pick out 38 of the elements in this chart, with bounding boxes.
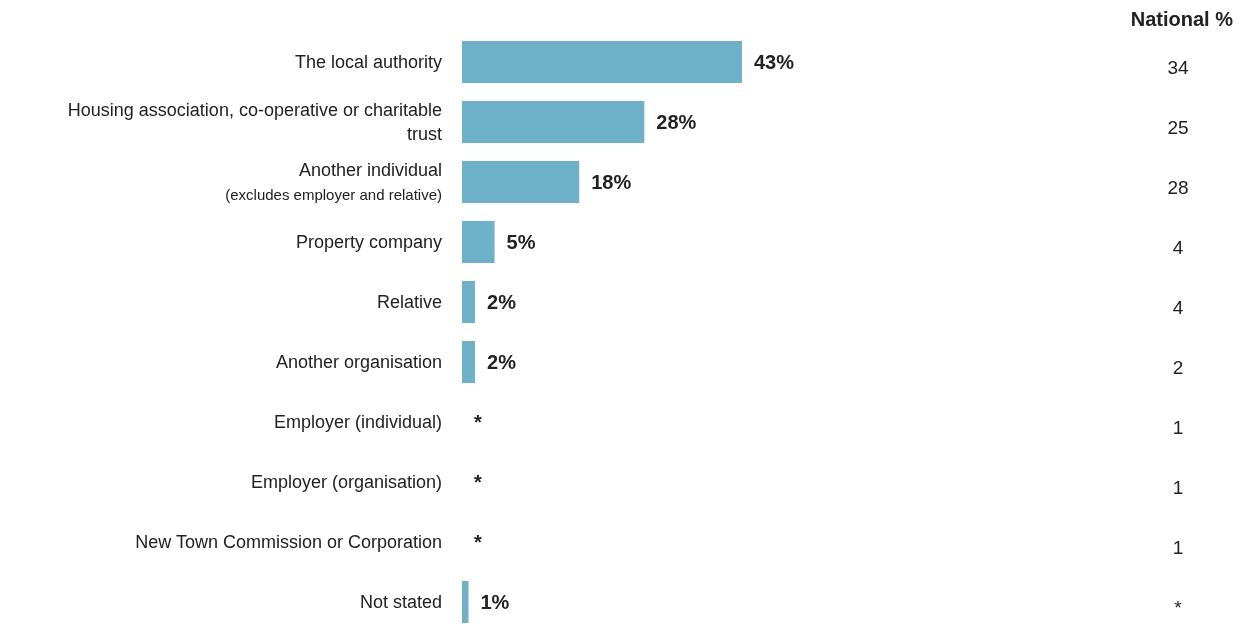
data-label: 43% <box>754 50 795 74</box>
data-label: 25 <box>1166 116 1190 140</box>
data-label: 2 <box>1171 356 1185 380</box>
data-label: 1 <box>1171 416 1185 440</box>
text: National % <box>1130 8 1233 31</box>
y-tick-label: Relative <box>376 292 442 312</box>
y-tick-label: The local authority <box>294 52 442 72</box>
y-tick-label: New Town Commission or Corporation <box>135 532 442 552</box>
text: * <box>474 531 482 553</box>
data-label: 4 <box>1171 296 1185 320</box>
bar <box>462 581 469 623</box>
data-label: 1 <box>1171 536 1185 560</box>
y-tick-label: Another individual (excludes employer and relative) <box>225 160 442 203</box>
bar <box>462 341 476 383</box>
y-tick-label: Property company <box>295 232 442 252</box>
y-tick-label: Not stated <box>359 592 442 612</box>
bar <box>462 161 580 203</box>
y-tick-label: Another organisation <box>275 352 442 372</box>
data-label: 28% <box>656 110 697 134</box>
bar <box>462 281 476 323</box>
data-label: 5% <box>506 230 536 254</box>
text: * <box>474 471 482 493</box>
data-label: 2% <box>487 350 516 374</box>
bar <box>462 41 742 83</box>
data-label: 1% <box>480 590 510 614</box>
text: * <box>1173 596 1183 620</box>
data-label: 1 <box>1171 476 1185 500</box>
data-label: 28 <box>1166 176 1190 200</box>
bar <box>462 101 645 143</box>
data-label: 4 <box>1171 236 1185 260</box>
y-tick-label: Employer (organisation) <box>250 472 442 492</box>
y-tick-label: Housing association, co-operative or charitable trust <box>67 100 442 144</box>
data-label: 18% <box>591 170 632 194</box>
bar <box>462 221 495 263</box>
data-label: 34 <box>1166 56 1190 80</box>
y-tick-label: Employer (individual) <box>273 412 442 432</box>
text: * <box>474 411 482 433</box>
data-label: 2% <box>487 290 516 314</box>
